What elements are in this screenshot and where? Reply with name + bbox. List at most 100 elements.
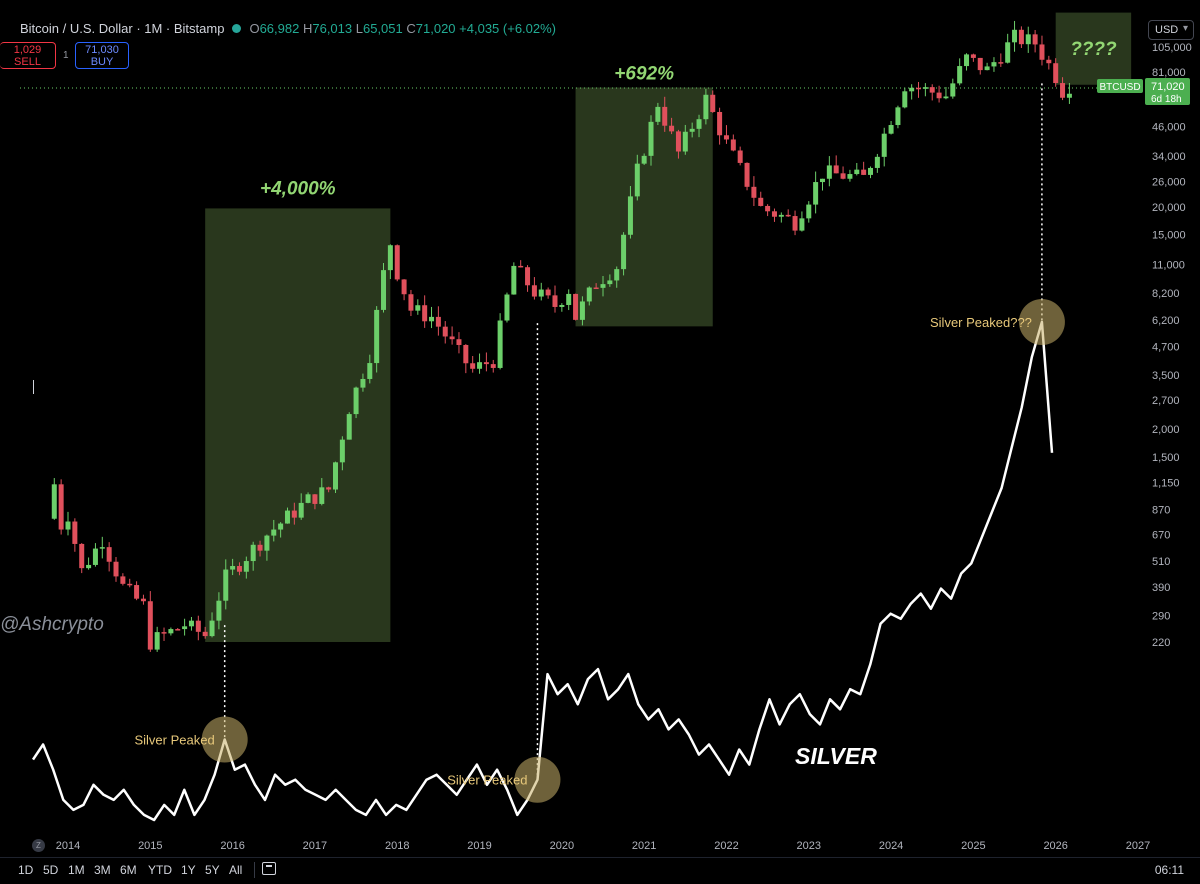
candle-body [291, 510, 297, 518]
x-tick-label: 2017 [303, 840, 327, 852]
timeframe-5y[interactable]: 5Y [205, 863, 220, 877]
timeframe-all[interactable]: All [229, 863, 243, 877]
y-tick-label: 20,000 [1152, 202, 1186, 214]
open-value: 66,982 [259, 21, 300, 36]
candle-body [655, 106, 661, 122]
candle-body [943, 96, 949, 99]
gain-label-2020: +692% [614, 64, 674, 85]
candle-body [353, 387, 359, 415]
peak-circle [1018, 299, 1065, 345]
candle-body [175, 629, 181, 631]
candle-body [1032, 34, 1038, 45]
x-tick-label: 2027 [1126, 840, 1150, 852]
candle-body [861, 169, 867, 175]
candle-body [703, 94, 709, 120]
y-tick-label: 870 [1152, 504, 1170, 516]
price-tag-countdown: 6d 18h [1151, 94, 1182, 105]
timeframe-1d[interactable]: 1D [18, 863, 34, 877]
candle-body [1039, 44, 1045, 60]
candle-body [339, 439, 345, 463]
candle-body [51, 484, 57, 519]
candle-body [627, 196, 633, 235]
candle-body [1066, 93, 1072, 98]
candle-body [957, 66, 963, 84]
candle-body [442, 326, 448, 337]
timeframe-ytd[interactable]: YTD [148, 863, 172, 877]
candle-body [559, 304, 565, 307]
candle-body [648, 121, 654, 156]
y-tick-label: 11,000 [1152, 260, 1185, 272]
candle-body [154, 632, 160, 650]
candle-body [230, 566, 236, 570]
low-value: 65,051 [362, 21, 403, 36]
timeframe-1m[interactable]: 1M [68, 863, 85, 877]
candle-body [346, 414, 352, 440]
candle-body [216, 600, 222, 621]
candle-body [367, 363, 373, 379]
candle-body [895, 107, 901, 126]
candle-body [634, 163, 640, 197]
timeframe-3m[interactable]: 3M [94, 863, 111, 877]
y-tick-label: 46,000 [1152, 122, 1186, 134]
spread-value: 1 [63, 50, 69, 61]
buy-button[interactable]: 71,030 BUY [75, 42, 129, 69]
y-tick-label: 290 [1152, 610, 1170, 622]
candle-body [662, 106, 668, 126]
sell-button[interactable]: 1,029 SELL [0, 42, 56, 69]
candle-body [552, 295, 558, 307]
y-tick-label: 2,000 [1152, 424, 1180, 436]
candle-body [58, 484, 64, 530]
candle-body [511, 265, 517, 295]
candle-body [518, 265, 524, 268]
toolbar-separator [254, 862, 255, 878]
timeframe-5d[interactable]: 5D [43, 863, 59, 877]
candle-body [689, 128, 695, 132]
buy-price: 71,030 [85, 44, 119, 56]
symbol-tag [1097, 79, 1143, 93]
candle-body [806, 204, 812, 219]
y-tick-label: 1,500 [1152, 452, 1180, 464]
y-tick-label: 15,000 [1152, 230, 1186, 242]
candle-body [422, 305, 428, 322]
candle-body [771, 211, 777, 217]
candle-body [72, 521, 78, 544]
candle-body [977, 57, 983, 71]
y-tick-label: 34,000 [1152, 151, 1186, 163]
x-tick-label: 2015 [138, 840, 162, 852]
candle-body [593, 287, 599, 290]
candle-body [435, 316, 441, 327]
timeframe-1y[interactable]: 1Y [181, 863, 196, 877]
candle-body [538, 289, 544, 297]
timeframe-6m[interactable]: 6M [120, 863, 137, 877]
x-tick-label: 2023 [797, 840, 821, 852]
y-tick-label: 8,200 [1152, 288, 1180, 300]
y-tick-label: 510 [1152, 556, 1170, 568]
candle-body [586, 287, 592, 302]
silver-series-label: SILVER [795, 743, 877, 769]
x-tick-label: 2026 [1043, 840, 1067, 852]
candle-body [236, 566, 242, 572]
buy-label: BUY [90, 56, 114, 68]
y-tick-label: 4,700 [1152, 342, 1180, 354]
currency-select[interactable]: USD [1148, 20, 1194, 40]
symbol-tag-text: BTCUSD [1099, 82, 1140, 93]
candle-body [607, 280, 613, 285]
goto-date-icon[interactable] [262, 862, 276, 875]
annotation-labels: Silver Peaked Silver Peaked Silver Peaked?… [0, 39, 1190, 803]
candle-body [415, 305, 421, 311]
candle-body [868, 167, 873, 175]
candle-body [641, 155, 647, 164]
candle-body [799, 218, 805, 231]
tradingview-logo-icon[interactable]: Z [32, 839, 45, 852]
x-tick-label: 2020 [550, 840, 574, 852]
x-tick-label: 2022 [714, 840, 738, 852]
peak-circle [514, 756, 561, 803]
candle-body [182, 626, 188, 630]
candle-body [477, 362, 483, 369]
symbol-title[interactable]: Bitcoin / U.S. Dollar · 1M · Bitstamp [20, 21, 225, 36]
candle-body [1018, 29, 1024, 45]
sell-label: SELL [14, 56, 41, 68]
candle-body [813, 182, 819, 205]
silver-series [31, 320, 1054, 822]
